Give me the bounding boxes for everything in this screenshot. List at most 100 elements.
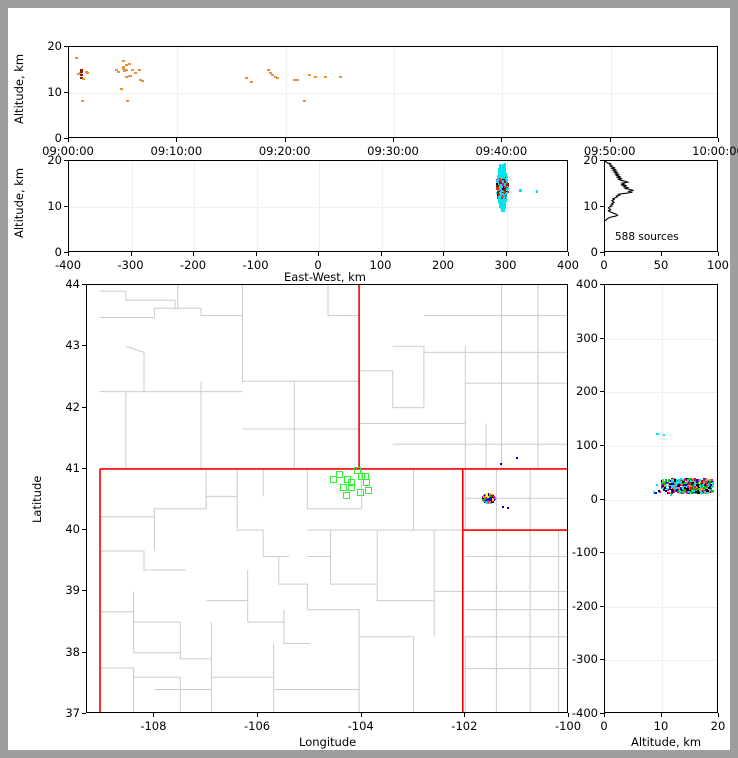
lma-source bbox=[501, 167, 504, 170]
panel-map-plan-view[interactable] bbox=[86, 284, 568, 713]
lma-source bbox=[664, 489, 667, 492]
lma-source bbox=[703, 478, 706, 481]
x-tick-label: 10:00:00 bbox=[692, 144, 738, 158]
lma-source bbox=[703, 491, 706, 495]
panel-eastwest-height[interactable] bbox=[68, 160, 568, 252]
panel-altitude-histogram[interactable]: 588 sources bbox=[604, 160, 718, 252]
lma-source bbox=[486, 496, 489, 499]
lma-source bbox=[691, 479, 694, 482]
lma-source bbox=[686, 488, 689, 491]
lma-source bbox=[693, 486, 696, 490]
lma-source bbox=[496, 184, 499, 188]
lma-source bbox=[295, 79, 299, 82]
lma-station-marker bbox=[339, 483, 347, 491]
lma-source bbox=[661, 482, 664, 485]
x-tick-label: 0 bbox=[600, 719, 608, 733]
y-tick bbox=[600, 713, 604, 714]
lma-source bbox=[502, 171, 505, 174]
lma-source bbox=[702, 482, 706, 485]
x-tick bbox=[193, 252, 194, 256]
x-tick-label: -300 bbox=[117, 258, 144, 272]
lma-source bbox=[501, 185, 505, 188]
y-tick bbox=[64, 252, 68, 253]
lma-source bbox=[500, 173, 504, 177]
x-tick-label: 09:20:00 bbox=[258, 144, 311, 158]
lma-source bbox=[711, 479, 714, 482]
lma-source bbox=[705, 482, 708, 486]
y-tick bbox=[82, 590, 86, 592]
lma-source bbox=[687, 486, 690, 489]
x-tick bbox=[257, 713, 259, 717]
lma-source bbox=[483, 495, 486, 498]
ns-panel-xlabel: Altitude, km bbox=[631, 735, 702, 749]
lma-source bbox=[489, 499, 492, 502]
gridline-vertical bbox=[319, 161, 320, 251]
lma-source bbox=[708, 488, 712, 491]
gridline-vertical bbox=[502, 47, 504, 137]
y-tick-label: -300 bbox=[571, 652, 598, 667]
y-tick bbox=[600, 605, 604, 607]
lma-source bbox=[500, 198, 503, 202]
x-tick-label: 10 bbox=[653, 719, 669, 733]
ew-panel-xlabel: East-West, km bbox=[284, 270, 366, 284]
lma-source bbox=[119, 88, 123, 91]
y-tick-label: 42 bbox=[65, 399, 80, 414]
panel-time-height[interactable] bbox=[68, 46, 718, 138]
lma-source bbox=[498, 197, 501, 200]
y-tick-label: 10 bbox=[47, 199, 62, 213]
lma-source bbox=[503, 180, 506, 184]
lma-source bbox=[244, 76, 248, 79]
lma-source bbox=[122, 65, 126, 68]
lma-source bbox=[691, 480, 694, 483]
lma-source bbox=[692, 489, 695, 492]
x-tick-label: -102 bbox=[451, 719, 478, 733]
lma-source bbox=[663, 484, 667, 487]
lma-source bbox=[268, 72, 272, 75]
lma-source bbox=[699, 485, 702, 488]
lma-source bbox=[497, 172, 501, 175]
lma-source bbox=[502, 192, 506, 195]
y-tick bbox=[600, 252, 604, 253]
lma-source bbox=[693, 478, 696, 481]
lma-source bbox=[688, 482, 691, 486]
lma-source bbox=[691, 486, 694, 489]
lma-source bbox=[709, 484, 712, 487]
lma-source bbox=[502, 197, 505, 200]
lma-source bbox=[697, 490, 700, 493]
x-tick-label: 0 bbox=[600, 258, 608, 272]
lma-station-marker bbox=[336, 471, 344, 479]
x-tick-label: -100 bbox=[242, 258, 269, 272]
x-tick-label: 100 bbox=[369, 258, 392, 272]
lma-source bbox=[499, 462, 502, 466]
y-tick-label: 0 bbox=[590, 491, 598, 506]
lma-source bbox=[654, 491, 657, 494]
lma-source bbox=[497, 191, 500, 194]
time-panel-ylabel: Altitude, km bbox=[12, 53, 26, 124]
lma-source bbox=[338, 76, 342, 79]
lma-source bbox=[129, 74, 133, 77]
lma-source bbox=[678, 487, 681, 490]
lma-figure: 588 sources 09:00:00 09:10:00 09:20:00 09:3… bbox=[8, 8, 738, 750]
lma-source bbox=[496, 187, 499, 190]
x-tick bbox=[380, 252, 382, 256]
lma-source bbox=[676, 481, 679, 484]
lma-source bbox=[698, 488, 701, 491]
lma-source bbox=[483, 494, 486, 497]
lma-source bbox=[688, 481, 692, 484]
lma-source bbox=[693, 481, 696, 484]
gridline-horizontal bbox=[605, 660, 717, 662]
lma-source bbox=[275, 76, 279, 79]
lma-source bbox=[694, 480, 697, 483]
lma-source bbox=[670, 488, 673, 491]
lma-station-marker bbox=[365, 486, 373, 494]
lma-source bbox=[677, 483, 680, 486]
x-tick bbox=[718, 138, 719, 142]
lma-source bbox=[496, 176, 500, 179]
lma-source bbox=[138, 78, 142, 81]
x-tick bbox=[153, 713, 155, 717]
x-tick bbox=[501, 138, 503, 142]
panel-northsouth-height[interactable] bbox=[604, 284, 718, 713]
lma-source bbox=[125, 63, 129, 66]
lma-station-marker bbox=[362, 472, 370, 480]
lma-source bbox=[664, 486, 667, 489]
